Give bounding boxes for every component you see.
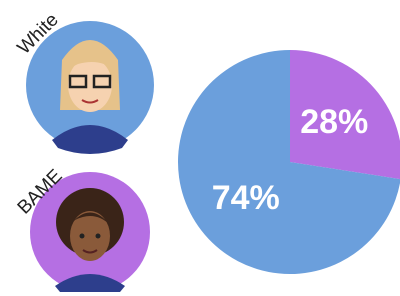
value-label: 74% (212, 179, 280, 217)
value-label: 28% (300, 103, 368, 141)
chart: White BAME 28%74% (0, 0, 400, 296)
page: White BAME 28%74% (() => { const data = … (0, 0, 400, 296)
